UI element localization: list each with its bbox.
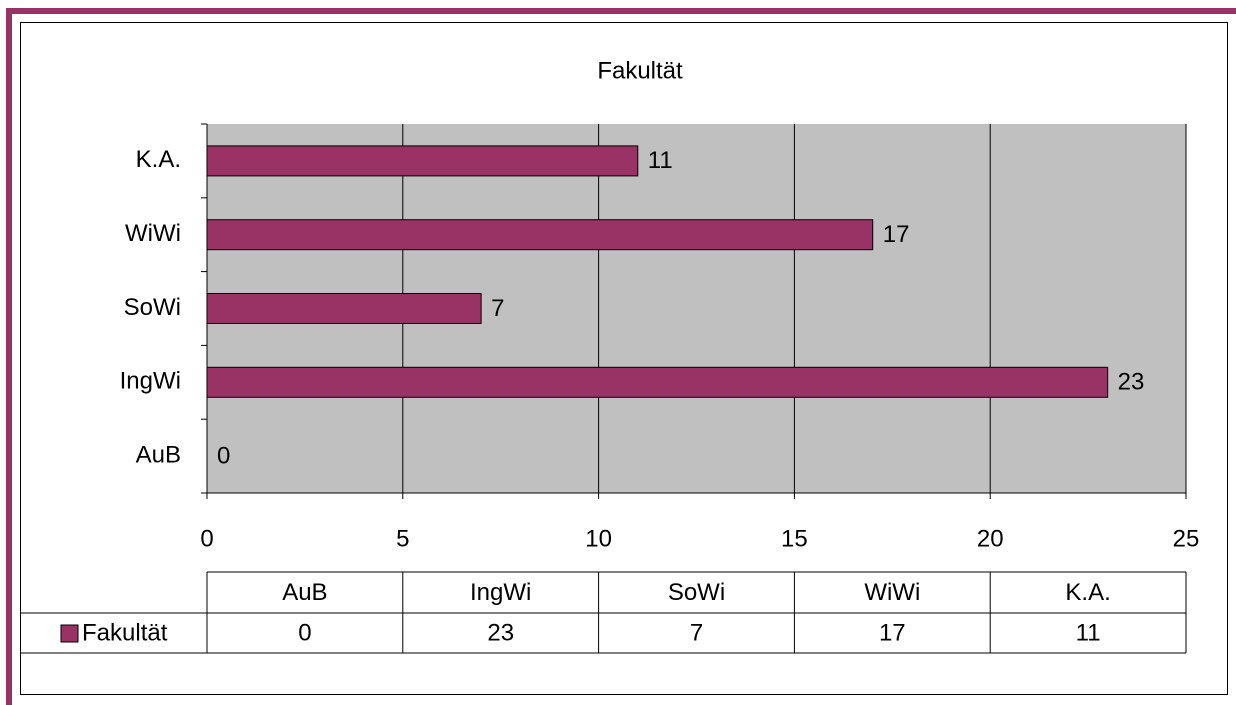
table-header: SoWi bbox=[668, 579, 725, 606]
table-cell: 0 bbox=[298, 619, 311, 646]
x-tick-label: 5 bbox=[396, 525, 409, 552]
x-tick-label: 15 bbox=[781, 525, 808, 552]
table-cell: 17 bbox=[879, 619, 906, 646]
data-label: 0 bbox=[217, 442, 230, 469]
bar bbox=[206, 145, 639, 177]
y-tick-label: SoWi bbox=[124, 294, 181, 321]
table-cell: 23 bbox=[487, 619, 514, 646]
data-label: 11 bbox=[648, 147, 673, 174]
table-header: IngWi bbox=[470, 579, 531, 606]
table-header: AuB bbox=[282, 579, 327, 606]
legend-label: Fakultät bbox=[82, 619, 168, 646]
legend-key bbox=[60, 624, 79, 643]
table-cell: 7 bbox=[690, 619, 703, 646]
x-tick-label: 25 bbox=[1173, 525, 1200, 552]
y-tick-label: AuB bbox=[136, 441, 181, 468]
x-tick-label: 0 bbox=[200, 525, 213, 552]
data-label: 7 bbox=[491, 295, 504, 322]
y-tick-label: K.A. bbox=[136, 146, 181, 173]
chart-title: Fakultät bbox=[597, 57, 683, 84]
data-label: 17 bbox=[883, 221, 910, 248]
x-tick-label: 10 bbox=[585, 525, 612, 552]
table-cell: 11 bbox=[1076, 619, 1101, 646]
y-tick-label: IngWi bbox=[120, 368, 181, 395]
bar bbox=[206, 293, 482, 324]
bar bbox=[206, 366, 1109, 398]
table-header: K.A. bbox=[1065, 579, 1110, 606]
y-tick-label: WiWi bbox=[125, 220, 181, 247]
table-header: WiWi bbox=[864, 579, 920, 606]
frame-top bbox=[6, 8, 1236, 14]
x-tick-label: 20 bbox=[977, 525, 1004, 552]
frame-left bbox=[6, 8, 12, 705]
data-label: 23 bbox=[1118, 369, 1145, 396]
bar bbox=[206, 219, 874, 251]
